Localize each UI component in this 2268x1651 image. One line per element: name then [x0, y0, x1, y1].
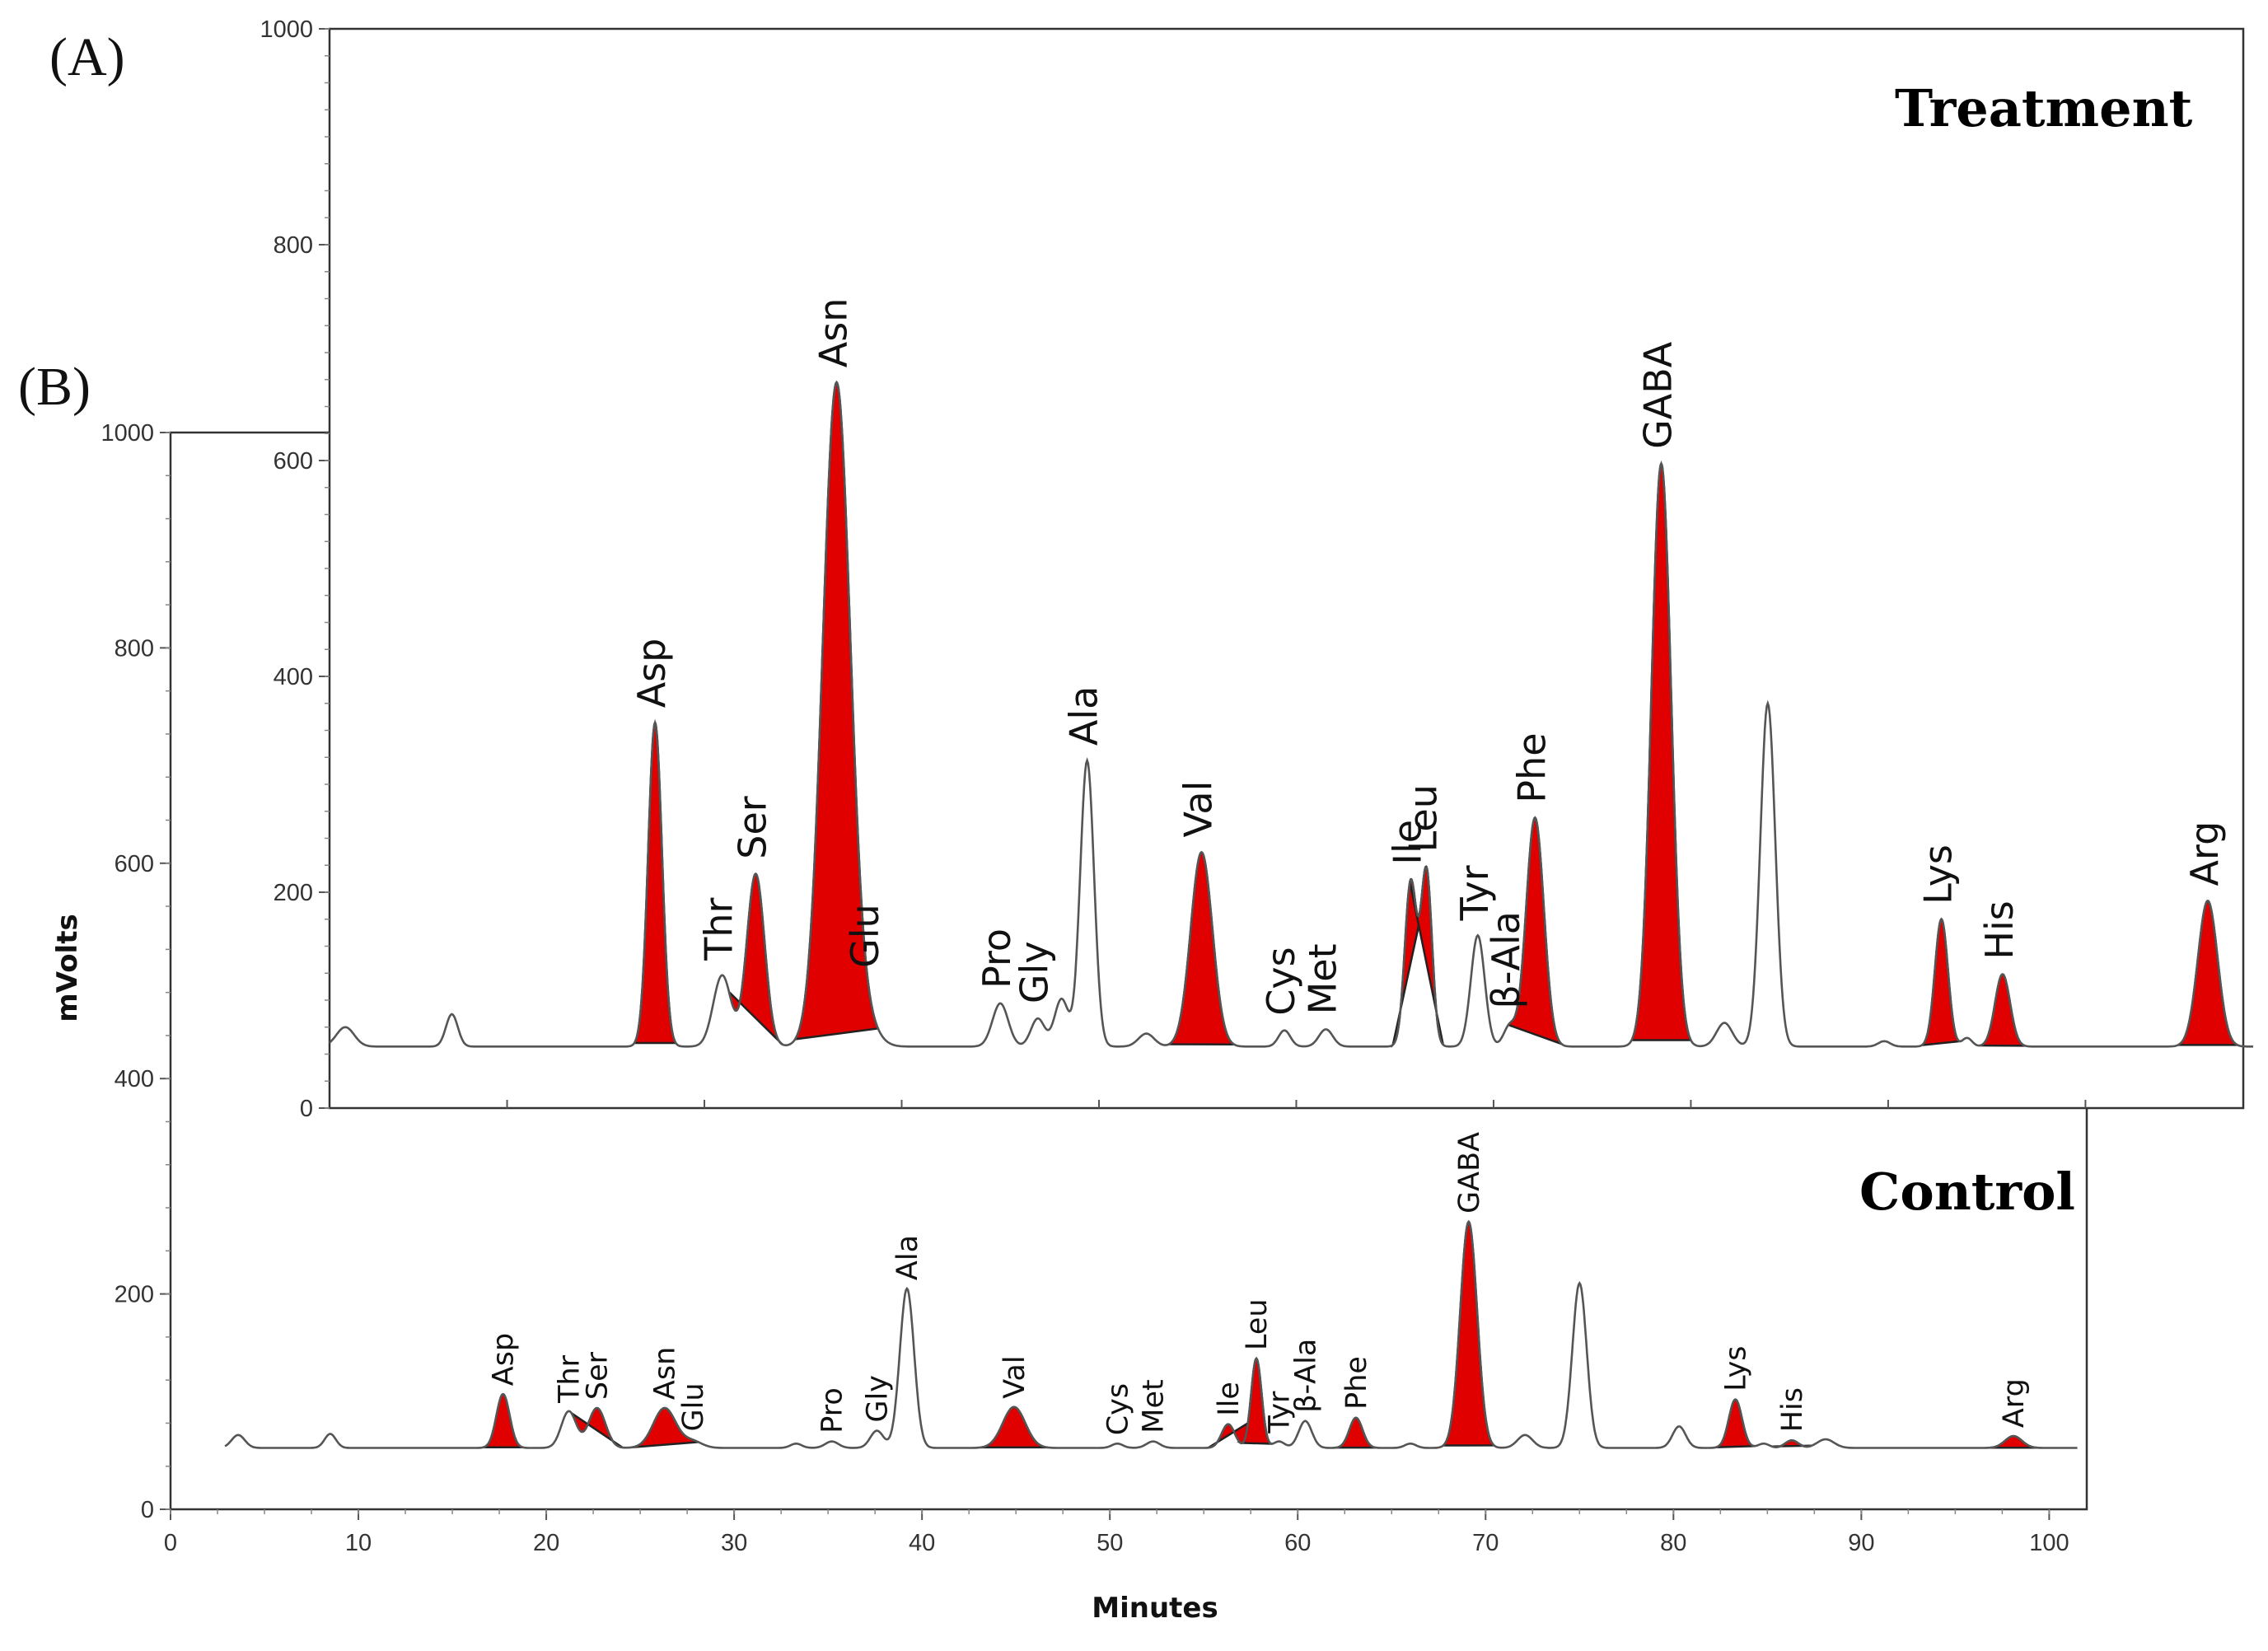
control-axis-ticks: 0 200 400 600 800 1000 0 10 20 30 40 50 60 70 80 90 100	[101, 420, 2069, 1556]
treatment-y-tick-label: 400	[274, 664, 313, 690]
treatment-peak-label-his: His	[1977, 900, 2022, 959]
control-y-tick-label: 0	[141, 1497, 154, 1523]
control-peak-label-val: Val	[998, 1355, 1031, 1398]
treatment-peak-label-glu: Glu	[843, 904, 887, 968]
treatment-peak-label-gaba: GABA	[1636, 341, 1681, 449]
treatment-peak-label-lys: Lys	[1916, 844, 1961, 905]
control-peak-label-ser: Ser	[582, 1351, 615, 1400]
control-peak-label-gly: Gly	[861, 1375, 894, 1423]
treatment-peak-label-phe: Phe	[1509, 732, 1554, 802]
control-x-tick-label: 60	[1284, 1530, 1311, 1556]
control-peak-fill-asp	[483, 1392, 524, 1449]
treatment-peak-label-cys: Cys	[1259, 947, 1303, 1015]
control-x-tick-label: 50	[1097, 1530, 1123, 1556]
control-peak-label-tyr: Tyr	[1263, 1391, 1296, 1434]
treatment-peak-label-met: Met	[1300, 943, 1344, 1014]
treatment-peak-label-asn: Asn	[811, 298, 856, 368]
control-x-tick-label: 20	[533, 1530, 559, 1556]
treatment-peak-label-ser: Ser	[730, 796, 774, 859]
treatment-peak-label-arg: Arg	[2182, 821, 2227, 886]
treatment-y-tick-label: 200	[274, 880, 313, 906]
control-peak-label-leu: Leu	[1241, 1298, 1274, 1350]
control-chart-title: Control	[1859, 1162, 2075, 1222]
control-x-tick-label: 10	[345, 1530, 372, 1556]
treatment-trace-line	[329, 380, 2253, 1048]
treatment-peak-label-leu: Leu	[1401, 784, 1446, 852]
control-x-tick-label: 70	[1472, 1530, 1499, 1556]
control-trace-group	[224, 1219, 2078, 1449]
treatment-peak-label-val: Val	[1176, 781, 1221, 838]
control-x-tick-label: 30	[721, 1530, 747, 1556]
control-y-tick-label: 600	[115, 851, 154, 877]
treatment-plot-background	[330, 29, 2243, 1108]
treatment-peak-label-gly: Gly	[1012, 941, 1057, 1003]
treatment-peak-label-ile: Ile	[1385, 820, 1429, 865]
control-y-tick-label: 800	[115, 635, 154, 662]
control-y-tick-label: 1000	[101, 420, 154, 447]
control-x-tick-label: 40	[909, 1530, 935, 1556]
control-x-tick-label: 0	[164, 1530, 177, 1556]
control-peak-label-ala: Ala	[891, 1235, 924, 1280]
control-peak-label-cys: Cys	[1101, 1383, 1134, 1435]
panel-a-label: (A)	[49, 27, 125, 87]
control-peak-label-asp: Asp	[488, 1333, 521, 1386]
control-peak-label-lys: Lys	[1720, 1345, 1753, 1391]
control-peak-label-phe: Phe	[1340, 1356, 1373, 1410]
control-y-tick-label: 200	[115, 1282, 154, 1308]
control-peak-fill-gaba	[1441, 1220, 1497, 1447]
treatment-peak-label-tyr: Tyr	[1452, 865, 1497, 921]
control-y-tick-label: 400	[115, 1066, 154, 1092]
treatment-y-tick-label: 0	[300, 1096, 313, 1122]
control-trace-line	[224, 1219, 2078, 1449]
treatment-axis-ticks: 0 200 400 600 800 1000	[260, 16, 2087, 1122]
x-axis-title: Minutes	[1092, 1592, 1218, 1625]
treatment-y-tick-label: 800	[274, 232, 313, 259]
control-peak-label--ala: β-Ala	[1289, 1339, 1322, 1413]
control-peak-label-glu: Glu	[677, 1382, 710, 1431]
treatment-y-tick-label: 1000	[260, 16, 313, 43]
treatment-y-tick-label: 600	[274, 448, 313, 475]
treatment-plot-frame	[328, 27, 2245, 1110]
treatment-peak-label-ala: Ala	[1062, 686, 1106, 746]
control-peak-label-asn: Asn	[649, 1347, 682, 1400]
control-peak-label-arg: Arg	[1998, 1378, 2031, 1428]
control-x-tick-label: 80	[1660, 1530, 1686, 1556]
control-x-tick-label: 90	[1848, 1530, 1874, 1556]
control-peak-label-thr: Thr	[553, 1354, 586, 1404]
treatment-peak-label--ala: β-Ala	[1484, 911, 1528, 1008]
treatment-peak-label-asp: Asp	[629, 638, 674, 709]
control-x-tick-label: 100	[2029, 1530, 2069, 1556]
control-peak-label-his: His	[1776, 1387, 1809, 1432]
treatment-chart-title: Treatment	[1895, 78, 2193, 138]
control-peak-label-gaba: GABA	[1453, 1132, 1486, 1214]
control-peak-fill-val	[980, 1405, 1048, 1449]
y-axis-title: mVolts	[51, 914, 84, 1022]
treatment-peak-label-thr: Thr	[697, 897, 741, 961]
treatment-trace-group	[329, 380, 2253, 1048]
control-peak-label-ile: Ile	[1213, 1382, 1246, 1416]
control-peak-label-pro: Pro	[816, 1387, 849, 1434]
control-peak-label-met: Met	[1138, 1379, 1171, 1433]
treatment-peak-label-pro: Pro	[975, 928, 1019, 989]
panel-b-label: (B)	[18, 357, 91, 417]
